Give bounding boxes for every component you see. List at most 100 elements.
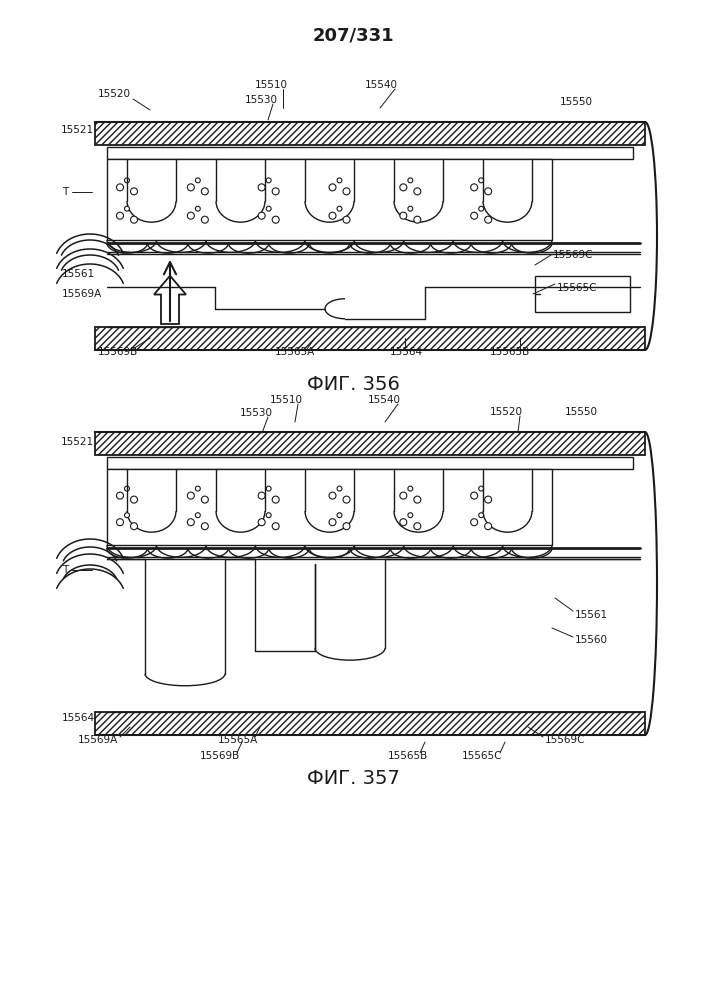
Circle shape — [117, 184, 124, 191]
Text: ФИГ. 356: ФИГ. 356 — [307, 375, 399, 394]
FancyArrow shape — [576, 287, 621, 301]
Text: 15569B: 15569B — [200, 751, 240, 761]
Circle shape — [131, 188, 137, 195]
FancyArrow shape — [154, 276, 186, 324]
Circle shape — [267, 206, 271, 211]
Circle shape — [414, 523, 421, 530]
Circle shape — [117, 492, 124, 499]
Circle shape — [485, 216, 491, 223]
Circle shape — [131, 523, 137, 530]
Bar — [107, 457, 633, 469]
Text: 15550: 15550 — [560, 97, 593, 107]
Circle shape — [195, 206, 200, 211]
Circle shape — [195, 513, 200, 518]
Circle shape — [258, 492, 265, 499]
Text: 207/331: 207/331 — [312, 26, 394, 44]
Circle shape — [187, 519, 194, 526]
Text: 15565C: 15565C — [557, 283, 597, 293]
Circle shape — [201, 523, 209, 530]
Circle shape — [187, 492, 194, 499]
Circle shape — [117, 212, 124, 219]
Circle shape — [337, 178, 342, 183]
Circle shape — [479, 178, 484, 183]
Text: ФИГ. 357: ФИГ. 357 — [307, 768, 399, 788]
Circle shape — [272, 496, 279, 503]
Text: 15521: 15521 — [61, 125, 94, 135]
Circle shape — [337, 206, 342, 211]
Bar — [535, 276, 630, 312]
Circle shape — [408, 486, 413, 491]
Bar — [107, 469, 552, 545]
Text: 15561: 15561 — [575, 610, 608, 620]
Circle shape — [117, 519, 124, 526]
Text: 15564: 15564 — [390, 347, 423, 357]
Text: 15540: 15540 — [365, 80, 398, 90]
Text: 15550: 15550 — [565, 407, 598, 417]
Circle shape — [329, 519, 336, 526]
Text: 15565A: 15565A — [275, 347, 315, 357]
Text: 15565B: 15565B — [388, 751, 428, 761]
Circle shape — [408, 206, 413, 211]
Circle shape — [258, 519, 265, 526]
Circle shape — [471, 519, 478, 526]
Circle shape — [267, 513, 271, 518]
Circle shape — [400, 184, 407, 191]
Text: 15569C: 15569C — [545, 735, 585, 745]
Text: T: T — [62, 187, 69, 197]
Circle shape — [131, 496, 137, 503]
FancyArrow shape — [558, 287, 603, 301]
Text: 15520: 15520 — [490, 407, 523, 417]
Text: 15569B: 15569B — [98, 347, 139, 357]
Circle shape — [131, 216, 137, 223]
Circle shape — [201, 216, 209, 223]
Text: 15569A: 15569A — [78, 735, 118, 745]
Circle shape — [479, 486, 484, 491]
Circle shape — [485, 188, 491, 195]
Text: 15564: 15564 — [62, 713, 95, 723]
Circle shape — [195, 178, 200, 183]
Circle shape — [187, 212, 194, 219]
Bar — [95, 432, 645, 455]
Circle shape — [195, 486, 200, 491]
Circle shape — [400, 492, 407, 499]
Circle shape — [124, 206, 129, 211]
Circle shape — [258, 212, 265, 219]
Circle shape — [414, 188, 421, 195]
Text: 15565B: 15565B — [490, 347, 530, 357]
Circle shape — [201, 188, 209, 195]
Circle shape — [124, 486, 129, 491]
Bar — [95, 327, 645, 350]
Circle shape — [479, 513, 484, 518]
FancyArrow shape — [540, 287, 585, 301]
Circle shape — [400, 519, 407, 526]
Circle shape — [187, 184, 194, 191]
Text: 15561: 15561 — [62, 269, 95, 279]
Circle shape — [343, 523, 350, 530]
Circle shape — [414, 496, 421, 503]
Text: 15565C: 15565C — [462, 751, 503, 761]
Text: 15560: 15560 — [575, 635, 608, 645]
Circle shape — [471, 184, 478, 191]
Circle shape — [272, 216, 279, 223]
Circle shape — [124, 178, 129, 183]
Text: 15540: 15540 — [368, 395, 401, 405]
Circle shape — [272, 188, 279, 195]
Text: 15521: 15521 — [61, 437, 94, 447]
Circle shape — [267, 178, 271, 183]
Circle shape — [343, 188, 350, 195]
Text: 15520: 15520 — [98, 89, 131, 99]
Circle shape — [337, 513, 342, 518]
Text: 15510: 15510 — [255, 80, 288, 90]
Circle shape — [343, 216, 350, 223]
Text: 15565A: 15565A — [218, 735, 258, 745]
Text: 15510: 15510 — [270, 395, 303, 405]
Circle shape — [329, 184, 336, 191]
Bar — [107, 159, 552, 240]
Circle shape — [408, 513, 413, 518]
Circle shape — [471, 492, 478, 499]
Circle shape — [337, 486, 342, 491]
Circle shape — [400, 212, 407, 219]
Text: 15530: 15530 — [245, 95, 278, 105]
Circle shape — [329, 492, 336, 499]
Text: 15569A: 15569A — [62, 289, 103, 299]
